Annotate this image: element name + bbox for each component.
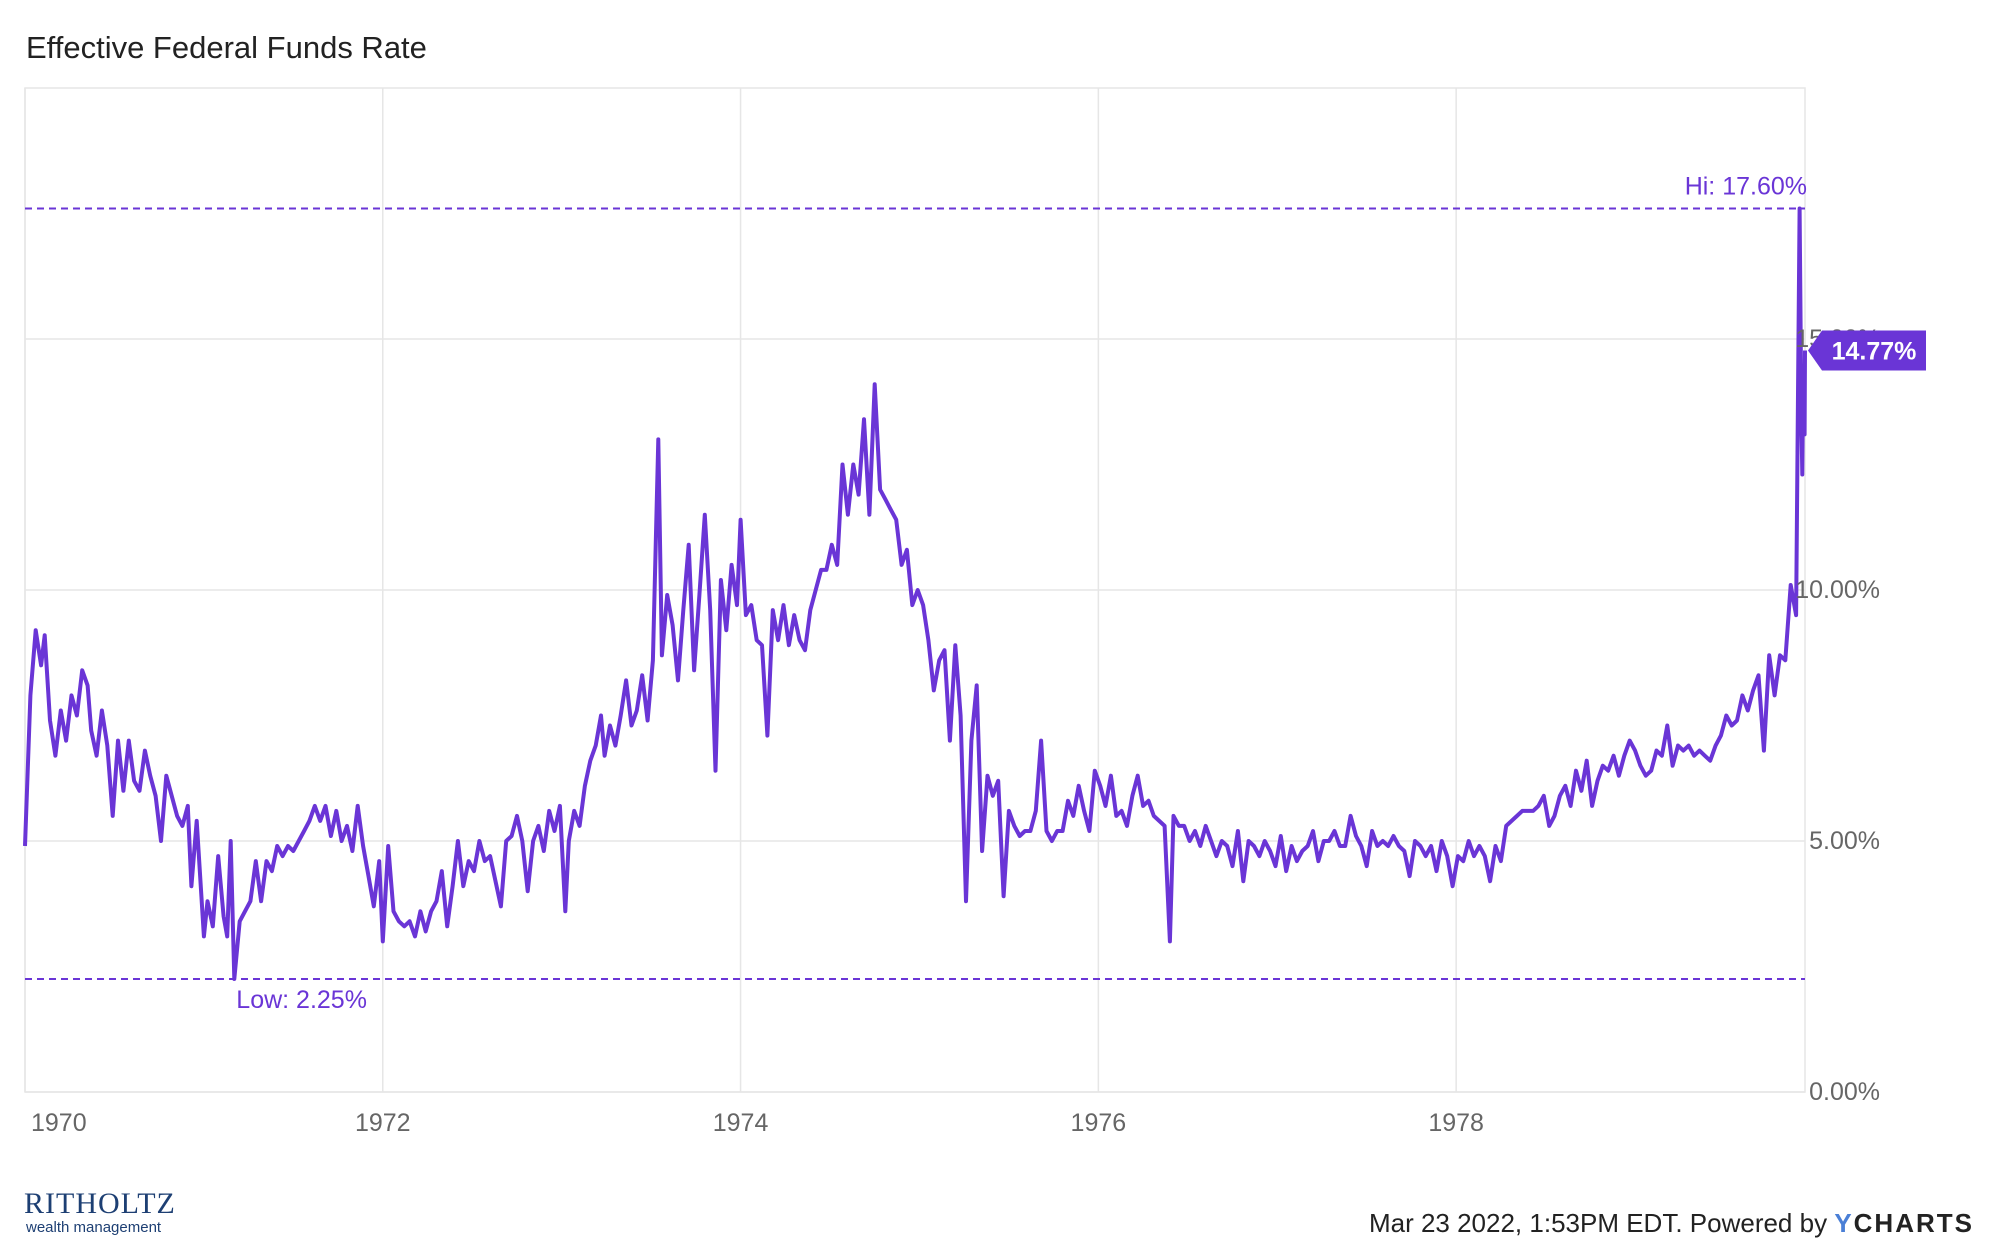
reference-lines: Hi: 17.60% Low: 2.25% [25,172,1807,1014]
x-tick-label: 1974 [713,1109,769,1137]
footer-timestamp: Mar 23 2022, 1:53PM EDT. Powered by [1368,1208,1828,1238]
y-tick-label: 5.00% [1809,827,1880,855]
x-tick-label: 1976 [1071,1109,1127,1137]
x-tick-label: 1978 [1428,1109,1484,1137]
y-tick-label: 0.00% [1809,1078,1880,1106]
x-tick-label: 1970 [31,1109,87,1137]
ycharts-brand-y: Y [1834,1208,1854,1238]
series-layer [23,206,1807,981]
logo-name: RITHOLTZ [24,1187,176,1220]
y-tick-label: 10.00% [1795,576,1880,604]
ycharts-brand[interactable]: YCHARTS [1834,1208,1974,1238]
series-line [23,206,1807,981]
last-value-badge: 14.77% [1808,330,1926,371]
last-value-badge-shape [1808,330,1926,371]
axis-layer: 197019721974197619780.00%5.00%10.00%15.0… [31,325,1880,1137]
grid-layer [24,87,1806,1093]
logo-subtitle: wealth management [26,1219,162,1236]
hi-label: Hi: 17.60% [1685,172,1807,200]
x-tick-label: 1972 [355,1109,411,1137]
chart-title: Effective Federal Funds Rate [26,30,427,65]
ritholtz-logo: RITHOLTZ wealth management [24,1175,254,1236]
footer-attribution: Mar 23 2022, 1:53PM EDT. Powered by YCHA… [1369,1208,1974,1239]
low-label: Low: 2.25% [236,986,367,1014]
last-value-label: 14.77% [1832,338,1917,366]
ycharts-brand-rest: CHARTS [1853,1208,1974,1238]
